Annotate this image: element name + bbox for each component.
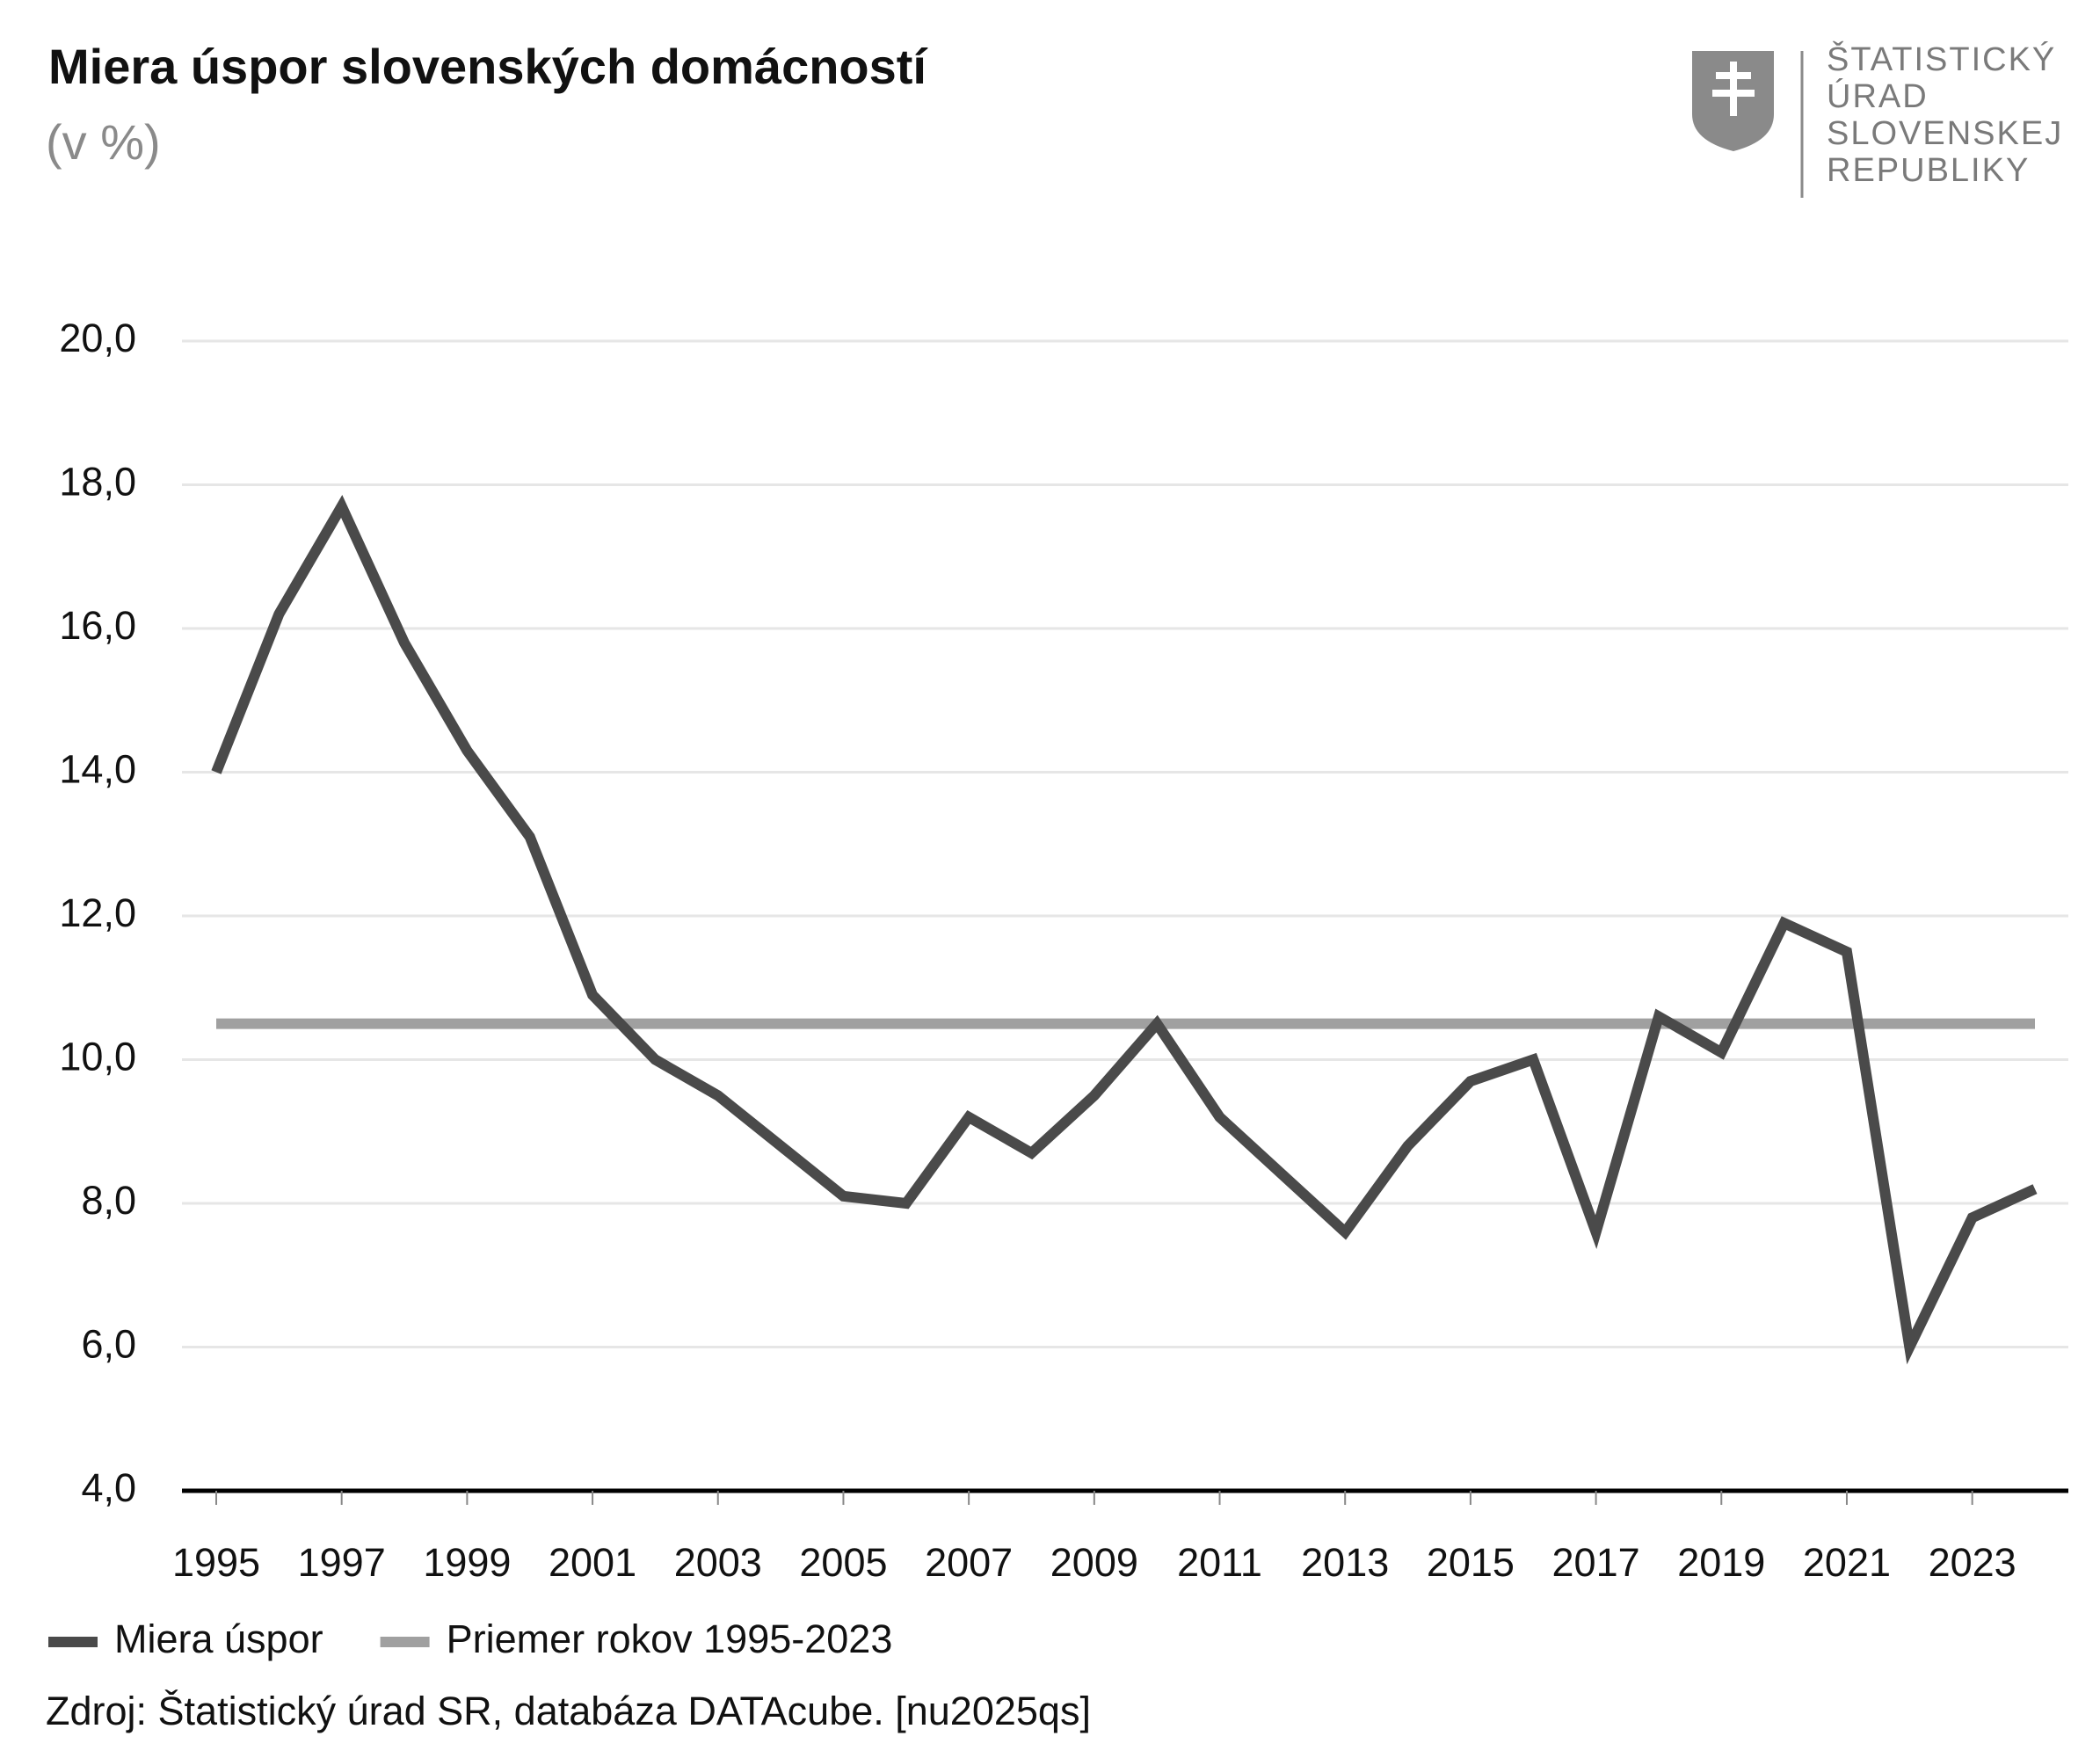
chart-title: Miera úspor slovenských domácností [48, 39, 928, 94]
y-tick-label: 12,0 [59, 890, 136, 935]
source: Zdroj: Štatistický úrad SR, databáza DAT… [46, 1689, 1091, 1733]
legend-label: Priemer rokov 1995-2023 [447, 1616, 893, 1661]
series-line [211, 495, 2038, 1365]
logo-text: REPUBLIKY [1827, 152, 2030, 189]
logo-cross [1712, 62, 1755, 116]
y-tick-label: 4,0 [81, 1465, 136, 1510]
x-tick-label: 1995 [172, 1540, 260, 1585]
x-tick-label: 2009 [1050, 1540, 1138, 1585]
x-tick-label: 1999 [423, 1540, 511, 1585]
chart-subtitle: (v %) [46, 114, 161, 170]
x-tick-label: 2003 [674, 1540, 762, 1585]
y-tick-label: 14,0 [59, 746, 136, 791]
logo-text: ÚRAD [1827, 77, 1929, 115]
y-tick-label: 10,0 [59, 1034, 136, 1079]
x-tick-label: 2005 [799, 1540, 887, 1585]
x-tick-label: 2017 [1552, 1540, 1640, 1585]
x-tick-label: 2007 [925, 1540, 1013, 1585]
legend-label: Miera úspor [114, 1616, 323, 1661]
x-tick-label: 1997 [298, 1540, 386, 1585]
x-tick-label: 2015 [1427, 1540, 1515, 1585]
x-tick-label: 2021 [1803, 1540, 1891, 1585]
x-tick-label: 2019 [1677, 1540, 1765, 1585]
y-tick-label: 8,0 [81, 1178, 136, 1223]
logo-text: SLOVENSKEJ [1827, 115, 2063, 152]
x-tick-label: 2023 [1929, 1540, 2016, 1585]
x-tick-label: 2011 [1177, 1540, 1262, 1585]
logo-text: ŠTATISTICKÝ [1827, 40, 2056, 78]
y-tick-label: 18,0 [59, 459, 136, 504]
y-tick-label: 6,0 [81, 1321, 136, 1366]
y-tick-label: 16,0 [59, 603, 136, 648]
x-tick-label: 2001 [549, 1540, 636, 1585]
x-tick-label: 2013 [1301, 1540, 1389, 1585]
y-tick-label: 20,0 [59, 316, 136, 360]
